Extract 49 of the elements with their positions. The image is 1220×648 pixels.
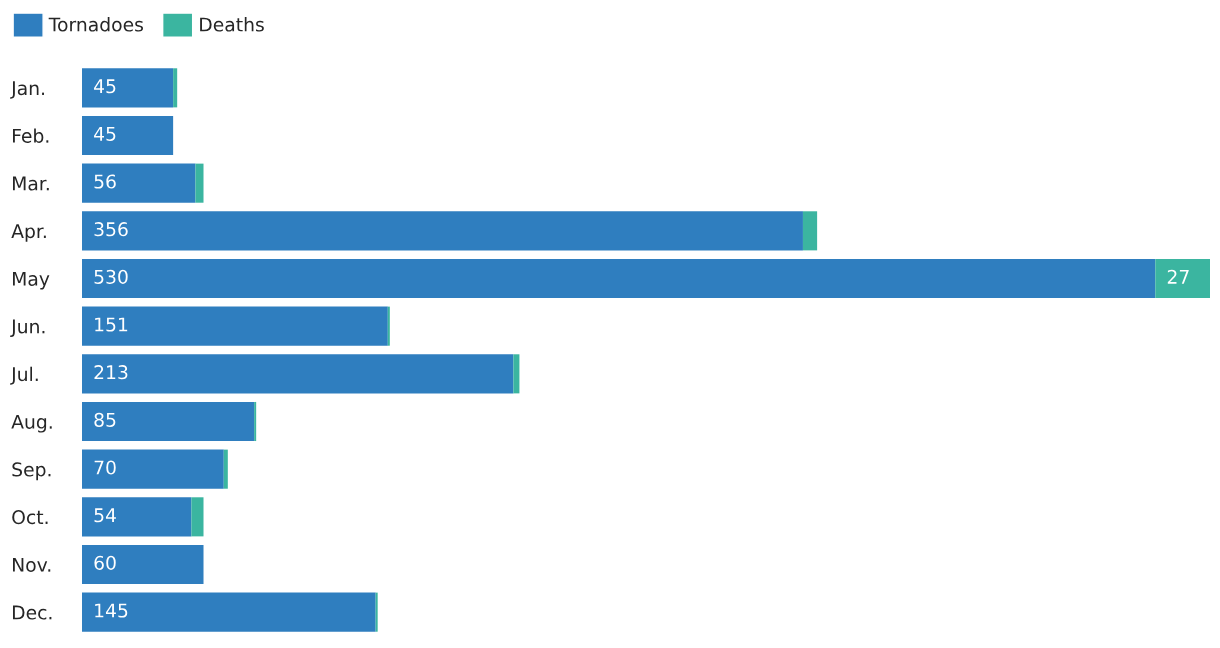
y-tick-label: Mar. bbox=[13, 176, 49, 191]
bar bbox=[254, 401, 257, 442]
data-label: 151 bbox=[95, 317, 128, 332]
y-tick-label: Feb. bbox=[13, 128, 49, 143]
bar bbox=[223, 449, 228, 489]
bar bbox=[82, 68, 174, 108]
bar bbox=[82, 449, 224, 489]
bar bbox=[387, 306, 390, 346]
bar bbox=[82, 401, 255, 442]
y-tick-label: Sep. bbox=[12, 462, 51, 481]
y-tick-label: Jan. bbox=[10, 81, 45, 99]
bar bbox=[1155, 258, 1210, 299]
bar bbox=[375, 592, 378, 632]
bar bbox=[195, 163, 204, 203]
bar bbox=[82, 306, 388, 346]
y-tick-label: Jul. bbox=[10, 366, 38, 385]
bar bbox=[802, 211, 818, 251]
bar bbox=[82, 211, 803, 251]
legend-label: Tornadoes bbox=[48, 17, 143, 32]
y-tick-label: Aug. bbox=[11, 414, 52, 433]
bar bbox=[82, 258, 1156, 299]
data-label: 54 bbox=[94, 508, 116, 523]
bar bbox=[173, 68, 178, 108]
legend-label: Deaths bbox=[200, 17, 264, 32]
y-tick-label: Apr. bbox=[11, 224, 46, 242]
bar bbox=[82, 497, 192, 537]
y-tick-label: Jun. bbox=[10, 319, 45, 338]
y-tick-label: Oct. bbox=[12, 510, 48, 525]
data-label: 356 bbox=[94, 222, 128, 237]
y-tick-label: Nov. bbox=[13, 557, 51, 572]
data-label: 27 bbox=[1167, 269, 1189, 284]
bar bbox=[191, 497, 204, 537]
y-tick-label: Dec. bbox=[13, 605, 52, 620]
data-label: 530 bbox=[94, 269, 128, 284]
data-label: 60 bbox=[94, 555, 116, 570]
data-label: 145 bbox=[95, 603, 128, 618]
bar bbox=[82, 544, 204, 585]
data-label: 45 bbox=[94, 127, 116, 141]
bar bbox=[513, 354, 520, 394]
bar bbox=[82, 163, 196, 203]
data-label: 213 bbox=[94, 365, 128, 380]
bar bbox=[82, 354, 514, 394]
bar bbox=[82, 592, 376, 632]
data-label: 70 bbox=[94, 460, 116, 475]
data-label: 45 bbox=[94, 79, 116, 94]
y-tick-label: May bbox=[13, 271, 50, 290]
data-label: 56 bbox=[94, 174, 116, 189]
bar bbox=[82, 115, 174, 156]
data-label: 85 bbox=[94, 412, 116, 427]
